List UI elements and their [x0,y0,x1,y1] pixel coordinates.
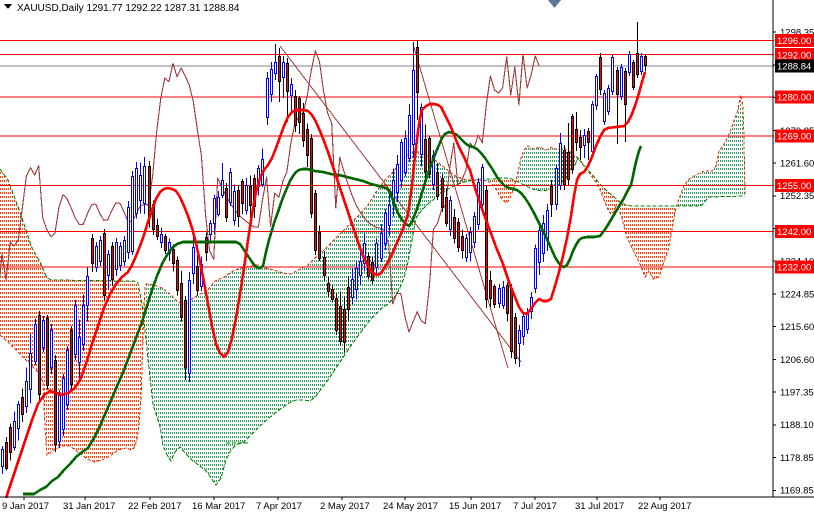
svg-text:1261.60: 1261.60 [780,159,814,170]
svg-text:7 Apr 2017: 7 Apr 2017 [256,501,302,512]
svg-text:1224.85: 1224.85 [780,289,814,300]
svg-text:1197.35: 1197.35 [780,388,814,399]
svg-text:1269.00: 1269.00 [777,132,811,143]
svg-text:1296.00: 1296.00 [777,36,811,47]
svg-text:22 Aug 2017: 22 Aug 2017 [638,501,691,512]
svg-text:9 Jan 2017: 9 Jan 2017 [2,501,49,512]
svg-text:1215.60: 1215.60 [780,322,814,333]
svg-text:1206.60: 1206.60 [780,355,814,366]
svg-text:1292.00: 1292.00 [777,50,811,61]
svg-text:1298.35: 1298.35 [780,28,814,39]
svg-text:31 Jan 2017: 31 Jan 2017 [63,501,115,512]
svg-text:1232.00: 1232.00 [777,263,811,274]
svg-text:1252.35: 1252.35 [780,191,814,202]
svg-text:1188.10: 1188.10 [780,420,814,431]
svg-text:1169.85: 1169.85 [780,486,814,497]
svg-text:31 Jul 2017: 31 Jul 2017 [575,501,624,512]
svg-text:7 Jul 2017: 7 Jul 2017 [513,501,557,512]
svg-text:16 Mar 2017: 16 Mar 2017 [192,501,245,512]
svg-text:1288.84: 1288.84 [777,62,811,73]
svg-text:1242.00: 1242.00 [777,227,811,238]
svg-text:22 Feb 2017: 22 Feb 2017 [128,501,181,512]
svg-text:24 May 2017: 24 May 2017 [383,501,438,512]
svg-text:1255.00: 1255.00 [777,181,811,192]
svg-text:XAUUSD,Daily 1291.77 1292.22: XAUUSD,Daily 1291.77 1292.22 1287.31 128… [17,3,240,14]
svg-text:1280.00: 1280.00 [777,93,811,104]
svg-text:2 May 2017: 2 May 2017 [320,501,370,512]
svg-text:15 Jun 2017: 15 Jun 2017 [449,501,501,512]
svg-text:1178.85: 1178.85 [780,453,814,464]
